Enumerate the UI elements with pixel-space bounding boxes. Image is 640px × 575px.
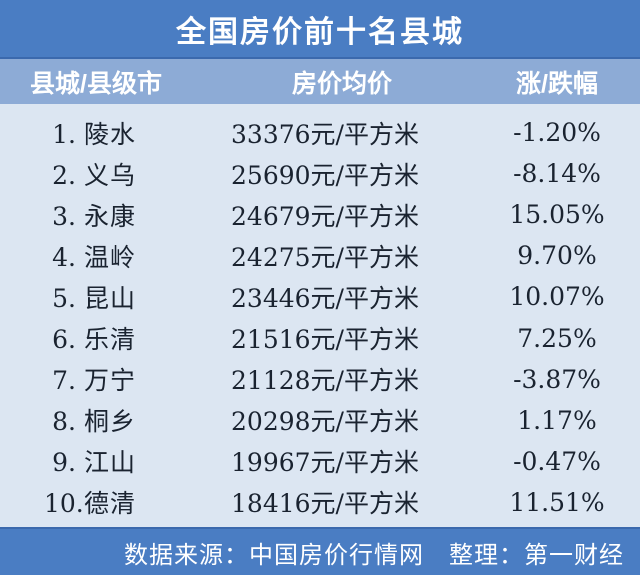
column-header-county: 县城/县级市 (30, 69, 162, 98)
table-row: 10. 德清 18416元/平方米 11.51% (0, 484, 640, 520)
rank-label: 5. (52, 283, 76, 313)
price-cell: 33376元/平方米 (231, 119, 419, 149)
county-cell: 9. 江山 (0, 443, 190, 479)
price-cell: 18416元/平方米 (231, 489, 419, 519)
price-cell: 24275元/平方米 (231, 242, 419, 272)
county-cell: 3. 永康 (0, 197, 190, 233)
footer-bar: 数据来源：中国房价行情网 整理：第一财经 (0, 527, 640, 575)
county-cell: 1. 陵水 (0, 115, 190, 151)
county-name: 乐清 (84, 325, 137, 355)
table-row: 1. 陵水 33376元/平方米 -1.20% (0, 115, 640, 151)
price-cell: 19967元/平方米 (231, 448, 419, 478)
table-row: 6. 乐清 21516元/平方米 7.25% (0, 320, 640, 356)
change-cell: 7.25% (517, 323, 597, 353)
change-cell: 1.17% (517, 405, 597, 435)
rank-label: 6. (52, 325, 76, 355)
county-cell: 8. 桐乡 (0, 402, 190, 438)
rank-label: 9. (52, 448, 76, 478)
county-name: 永康 (84, 201, 137, 231)
change-cell: 11.51% (509, 487, 605, 517)
change-cell: -0.47% (513, 446, 601, 476)
source-credit-text: 数据来源：中国房价行情网 整理：第一财经 (124, 541, 624, 569)
county-name: 陵水 (84, 119, 137, 149)
price-cell: 21516元/平方米 (231, 325, 419, 355)
change-cell: 15.05% (509, 200, 605, 230)
county-cell: 7. 万宁 (0, 361, 190, 397)
price-cell: 21128元/平方米 (231, 366, 419, 396)
county-cell: 4. 温岭 (0, 238, 190, 274)
table-header-row: 县城/县级市 房价均价 涨/跌幅 (0, 57, 640, 104)
rank-label: 2. (52, 160, 76, 190)
county-cell: 10. 德清 (0, 484, 190, 520)
rank-label: 7. (52, 366, 76, 396)
table-row: 8. 桐乡 20298元/平方米 1.17% (0, 402, 640, 438)
change-cell: -1.20% (513, 118, 601, 148)
table-row: 4. 温岭 24275元/平方米 9.70% (0, 238, 640, 274)
change-cell: 9.70% (517, 241, 597, 271)
rank-label: 8. (52, 407, 76, 437)
price-cell: 24679元/平方米 (231, 201, 419, 231)
table-row: 9. 江山 19967元/平方米 -0.47% (0, 443, 640, 479)
rank-label: 1. (52, 119, 76, 149)
county-name: 义乌 (84, 160, 137, 190)
county-cell: 2. 义乌 (0, 156, 190, 192)
table-row: 3. 永康 24679元/平方米 15.05% (0, 197, 640, 233)
county-name: 昆山 (84, 283, 137, 313)
table-row: 2. 义乌 25690元/平方米 -8.14% (0, 156, 640, 192)
county-name: 江山 (84, 448, 137, 478)
price-cell: 25690元/平方米 (231, 160, 419, 190)
change-cell: -8.14% (513, 159, 601, 189)
county-name: 温岭 (84, 242, 137, 272)
price-cell: 23446元/平方米 (231, 283, 419, 313)
rank-label: 3. (52, 201, 76, 231)
county-name: 桐乡 (84, 407, 137, 437)
rank-label: 10. (44, 489, 84, 519)
change-cell: -3.87% (513, 364, 601, 394)
county-name: 德清 (84, 489, 137, 519)
table-body: 1. 陵水 33376元/平方米 -1.20% 2. 义乌 25690元/平方米 -8.14%… (0, 104, 640, 527)
county-cell: 5. 昆山 (0, 279, 190, 315)
column-header-change: 涨/跌幅 (516, 69, 598, 98)
county-cell: 6. 乐清 (0, 320, 190, 356)
county-name: 万宁 (84, 366, 137, 396)
column-header-price: 房价均价 (291, 69, 392, 98)
page-title: 全国房价前十名县城 (176, 15, 464, 49)
price-cell: 20298元/平方米 (231, 407, 419, 437)
change-cell: 10.07% (509, 282, 605, 312)
table-row: 5. 昆山 23446元/平方米 10.07% (0, 279, 640, 315)
table-row: 7. 万宁 21128元/平方米 -3.87% (0, 361, 640, 397)
title-bar: 全国房价前十名县城 (0, 0, 640, 57)
rank-label: 4. (52, 242, 76, 272)
